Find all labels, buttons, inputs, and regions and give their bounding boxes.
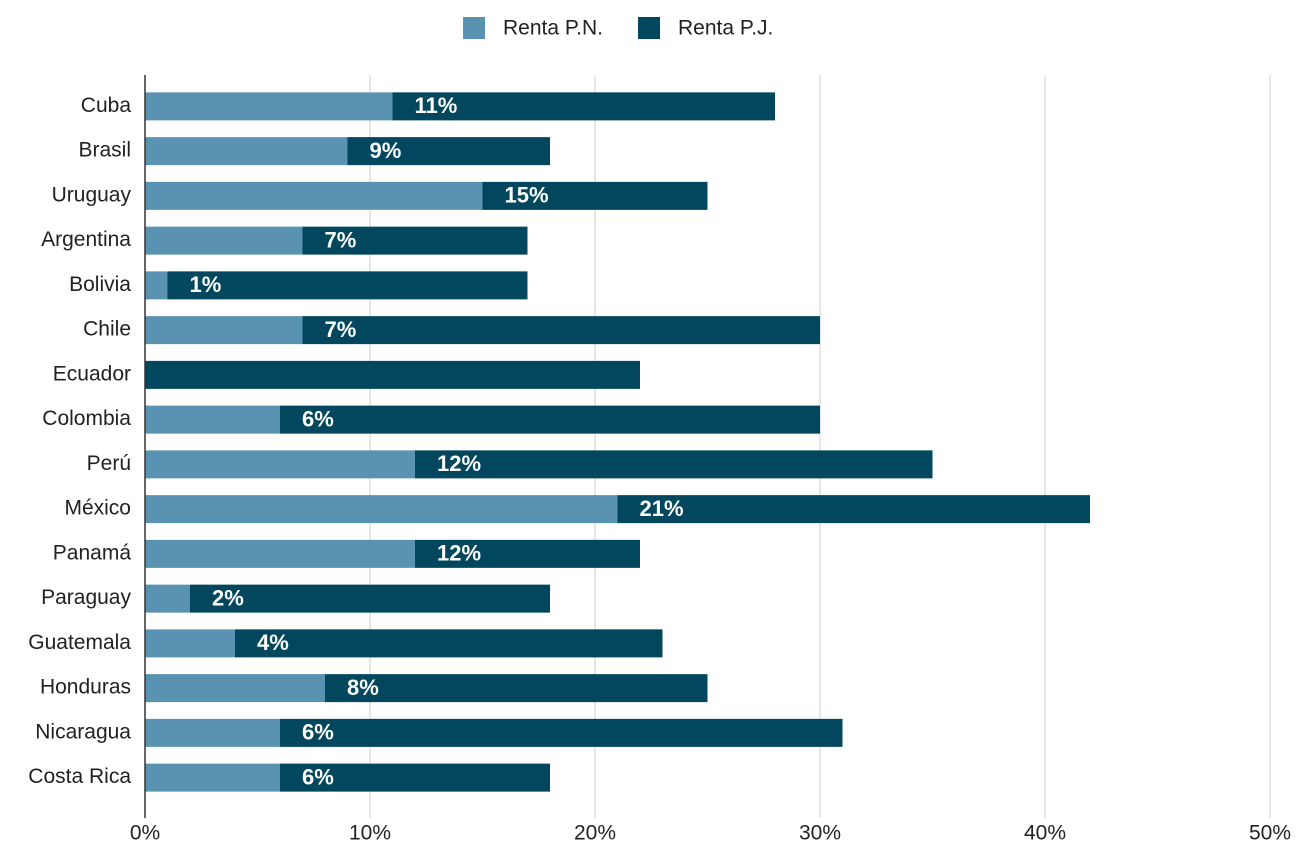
bar-segment: [145, 92, 393, 121]
bar-segment: [145, 405, 280, 434]
value-label: 12%: [437, 451, 481, 476]
y-tick-label: Guatemala: [28, 631, 131, 654]
y-tick-label: Panamá: [53, 541, 132, 564]
bar-segment: [482, 181, 708, 210]
value-label: 6%: [302, 406, 334, 431]
y-tick-label: Ecuador: [53, 362, 131, 385]
value-label: 1%: [190, 272, 222, 297]
y-tick-label: Bolivia: [69, 273, 131, 296]
bar-segment: [145, 271, 168, 300]
bar-segment: [145, 629, 235, 658]
value-label: 8%: [347, 675, 379, 700]
bar-segment: [280, 405, 820, 434]
y-tick-label: Uruguay: [52, 183, 132, 206]
legend-label: Renta P.J.: [678, 17, 773, 40]
value-label: 6%: [302, 764, 334, 789]
bar-segment: [145, 360, 640, 389]
bar-segment: [235, 629, 663, 658]
bar-segment: [145, 584, 190, 613]
bar-segment: [302, 226, 528, 255]
x-tick-label: 40%: [1024, 822, 1066, 845]
value-label: 6%: [302, 720, 334, 745]
x-tick-label: 0%: [130, 822, 160, 845]
bar-segment: [415, 539, 640, 568]
y-tick-label: México: [64, 497, 131, 520]
bar-segment: [145, 674, 325, 703]
y-tick-label: Cuba: [81, 94, 132, 117]
value-label: 2%: [212, 585, 244, 610]
y-tick-label: Brasil: [78, 139, 131, 162]
bar-segment: [302, 316, 820, 345]
legend-swatch: [463, 17, 485, 39]
x-tick-label: 20%: [574, 822, 616, 845]
value-label: 4%: [257, 630, 289, 655]
bar-segment: [280, 763, 550, 792]
legend-swatch: [638, 17, 661, 39]
bar-segment: [617, 495, 1090, 524]
y-tick-label: Colombia: [42, 407, 131, 430]
bar-segment: [392, 92, 775, 121]
value-label: 7%: [325, 227, 357, 252]
y-tick-label: Costa Rica: [28, 765, 131, 788]
bar-segment: [167, 271, 528, 300]
bar-segment: [190, 584, 550, 613]
value-label: 21%: [640, 496, 684, 521]
x-tick-label: 50%: [1249, 822, 1291, 845]
y-tick-label: Chile: [83, 318, 131, 341]
y-tick-label: Honduras: [40, 676, 131, 699]
value-label: 9%: [370, 138, 402, 163]
bar-segment: [347, 137, 550, 166]
y-tick-label: Argentina: [41, 228, 131, 251]
value-label: 15%: [505, 183, 549, 208]
bar-segment: [145, 316, 303, 345]
value-label: 11%: [415, 93, 458, 118]
y-tick-label: Perú: [87, 452, 131, 475]
bar-segment: [145, 137, 348, 166]
bar-segment: [415, 450, 933, 479]
bar-segment: [145, 539, 415, 568]
bar-segment: [145, 181, 483, 210]
bar-segment: [145, 495, 618, 524]
bar-segment: [145, 718, 280, 747]
value-label: 7%: [325, 317, 357, 342]
x-tick-label: 10%: [349, 822, 391, 845]
bar-segment: [145, 226, 303, 255]
bar-segment: [145, 763, 280, 792]
bar-segment: [145, 450, 415, 479]
bar-segment: [325, 674, 708, 703]
x-tick-label: 30%: [799, 822, 841, 845]
bar-segment: [280, 718, 843, 747]
value-label: 12%: [437, 541, 481, 566]
y-tick-label: Nicaragua: [35, 720, 131, 743]
legend-label: Renta P.N.: [503, 17, 603, 40]
y-tick-label: Paraguay: [41, 586, 131, 609]
